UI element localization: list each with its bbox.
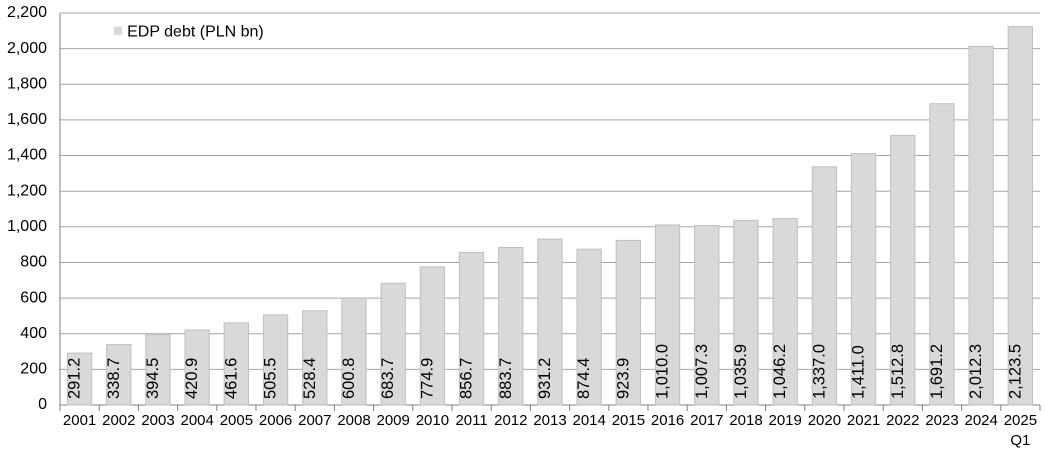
svg-text:2,123.5: 2,123.5 xyxy=(1006,344,1024,399)
svg-text:2016: 2016 xyxy=(651,412,684,429)
svg-text:1,007.3: 1,007.3 xyxy=(693,344,711,399)
svg-text:2022: 2022 xyxy=(886,412,919,429)
svg-text:600: 600 xyxy=(20,289,47,306)
svg-text:1,512.8: 1,512.8 xyxy=(889,344,907,399)
svg-text:2,012.3: 2,012.3 xyxy=(967,344,985,399)
svg-text:1,035.9: 1,035.9 xyxy=(732,344,750,399)
svg-text:2005: 2005 xyxy=(220,412,253,429)
svg-text:200: 200 xyxy=(20,361,47,378)
svg-text:2,200: 2,200 xyxy=(7,4,47,21)
svg-text:505.5: 505.5 xyxy=(262,358,280,399)
svg-text:600.8: 600.8 xyxy=(340,358,358,399)
svg-text:2007: 2007 xyxy=(298,412,331,429)
svg-text:1,411.0: 1,411.0 xyxy=(850,345,868,399)
svg-text:2002: 2002 xyxy=(102,412,135,429)
svg-text:Q1: Q1 xyxy=(1010,432,1030,449)
svg-text:2009: 2009 xyxy=(377,412,410,429)
svg-text:1,200: 1,200 xyxy=(7,182,47,199)
svg-text:931.2: 931.2 xyxy=(536,358,554,399)
svg-text:1,400: 1,400 xyxy=(7,147,47,164)
svg-text:461.6: 461.6 xyxy=(222,358,240,399)
svg-text:856.7: 856.7 xyxy=(458,358,476,399)
svg-text:1,010.0: 1,010.0 xyxy=(654,344,672,399)
svg-text:2020: 2020 xyxy=(808,412,841,429)
svg-text:2025: 2025 xyxy=(1004,412,1037,429)
svg-text:2,000: 2,000 xyxy=(7,40,47,57)
svg-text:2010: 2010 xyxy=(416,412,449,429)
svg-text:2011: 2011 xyxy=(455,412,487,429)
svg-text:1,800: 1,800 xyxy=(7,76,47,93)
svg-text:2006: 2006 xyxy=(259,412,292,429)
svg-text:2019: 2019 xyxy=(769,412,802,429)
svg-text:291.2: 291.2 xyxy=(66,358,84,399)
svg-text:394.5: 394.5 xyxy=(144,358,162,399)
svg-text:2023: 2023 xyxy=(925,412,958,429)
svg-text:874.4: 874.4 xyxy=(575,358,593,399)
svg-text:1,691.2: 1,691.2 xyxy=(928,344,946,399)
svg-text:683.7: 683.7 xyxy=(379,358,397,399)
svg-text:800: 800 xyxy=(20,254,47,271)
svg-text:1,046.2: 1,046.2 xyxy=(771,344,789,399)
svg-text:1,600: 1,600 xyxy=(7,111,47,128)
svg-text:1,000: 1,000 xyxy=(7,218,47,235)
svg-text:2018: 2018 xyxy=(729,412,762,429)
svg-text:2021: 2021 xyxy=(847,412,880,429)
svg-text:2008: 2008 xyxy=(337,412,370,429)
svg-text:923.9: 923.9 xyxy=(614,358,632,399)
svg-text:2003: 2003 xyxy=(141,412,174,429)
svg-text:0: 0 xyxy=(38,396,47,413)
svg-text:2014: 2014 xyxy=(573,412,606,429)
svg-text:2012: 2012 xyxy=(494,412,527,429)
svg-text:2004: 2004 xyxy=(181,412,214,429)
svg-text:774.9: 774.9 xyxy=(418,358,436,399)
svg-text:2024: 2024 xyxy=(965,412,998,429)
svg-text:1,337.0: 1,337.0 xyxy=(810,344,828,399)
svg-text:2015: 2015 xyxy=(612,412,645,429)
svg-text:2013: 2013 xyxy=(533,412,566,429)
svg-text:2001: 2001 xyxy=(63,412,96,429)
svg-text:338.7: 338.7 xyxy=(105,358,123,399)
svg-text:528.4: 528.4 xyxy=(301,358,319,399)
svg-text:EDP debt (PLN bn): EDP debt (PLN bn) xyxy=(127,24,264,41)
svg-text:2017: 2017 xyxy=(690,412,723,429)
svg-text:400: 400 xyxy=(20,325,47,342)
svg-text:883.7: 883.7 xyxy=(497,358,515,399)
svg-text:420.9: 420.9 xyxy=(183,358,201,399)
